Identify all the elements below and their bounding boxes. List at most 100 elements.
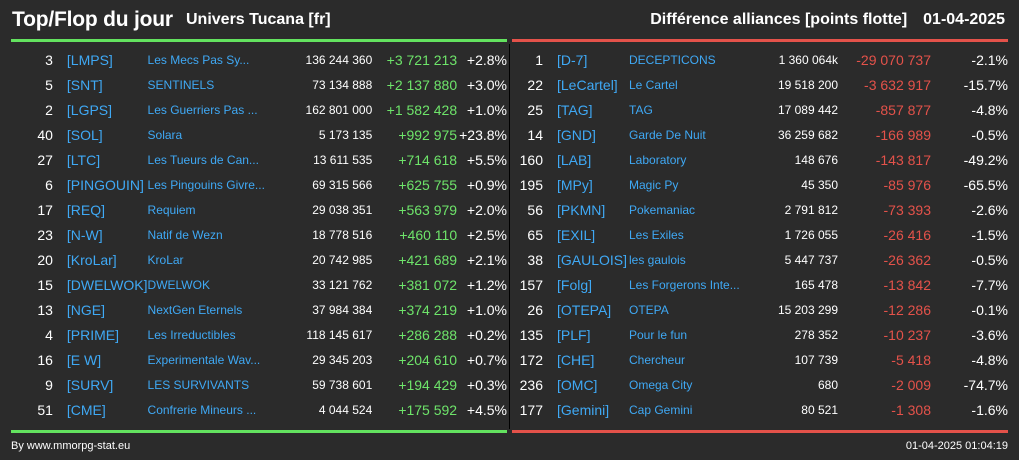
alliance-tag-link[interactable]: [PKMN] xyxy=(557,201,606,218)
alliance-rank: 172 xyxy=(519,351,543,368)
alliance-tag-link[interactable]: [PLF] xyxy=(557,326,591,343)
alliance-name-link[interactable]: DWELWOK xyxy=(147,277,210,292)
alliance-name-link[interactable]: Experimentale Wav... xyxy=(147,352,261,367)
flop-header-bar xyxy=(512,39,1008,42)
alliance-tag-link[interactable]: [LTC] xyxy=(66,151,101,168)
top-footer-bar xyxy=(11,430,507,433)
alliance-points: 15 203 299 xyxy=(777,302,838,317)
alliance-name-link[interactable]: Les Forgerons Inte... xyxy=(629,277,740,292)
alliance-name-link[interactable]: LES SURVIVANTS xyxy=(147,377,250,392)
alliance-name-link[interactable]: TAG xyxy=(629,102,653,117)
alliance-rank: 16 xyxy=(37,351,53,368)
alliance-tag-link[interactable]: [KroLar] xyxy=(66,251,117,268)
alliance-tag-link[interactable]: [OTEPA] xyxy=(557,301,612,318)
alliance-name-link[interactable]: Magic Py xyxy=(629,177,679,192)
points-difference: +374 219 xyxy=(398,301,458,318)
alliance-tag-link[interactable]: [PRIME] xyxy=(66,326,120,343)
alliance-tag-link[interactable]: [CME] xyxy=(66,401,106,418)
alliance-name-link[interactable]: Pour le fun xyxy=(629,327,688,342)
alliance-points: 19 518 200 xyxy=(777,77,838,92)
alliance-name-link[interactable]: les gaulois xyxy=(629,252,686,267)
percent-change: +0.9% xyxy=(466,176,507,193)
alliance-rank: 9 xyxy=(45,376,53,393)
top-row: 9 [SURV] LES SURVIVANTS 59 738 601 +194 429 +… xyxy=(11,372,507,397)
flop-row: 14 [GND] Garde De Nuit 36 259 682 -166 989 -0… xyxy=(512,122,1008,147)
alliance-name-link[interactable]: NextGen Eternels xyxy=(147,302,243,317)
alliance-rank: 157 xyxy=(519,276,543,293)
alliance-tag-link[interactable]: [SURV] xyxy=(66,376,114,393)
alliance-tag-link[interactable]: [EXIL] xyxy=(557,226,596,243)
points-difference: -5 418 xyxy=(891,351,931,368)
flop-row: 65 [EXIL] Les Exiles 1 726 055 -26 416 -1.5% xyxy=(512,222,1008,247)
alliance-points: 680 xyxy=(817,377,838,392)
alliance-tag-link[interactable]: [LGPS] xyxy=(66,101,113,118)
alliance-rank: 177 xyxy=(519,401,543,418)
alliance-name-link[interactable]: Les Exiles xyxy=(629,227,684,242)
percent-change: +0.3% xyxy=(466,376,507,393)
points-difference: +204 610 xyxy=(398,351,458,368)
percent-change: -15.7% xyxy=(963,76,1008,93)
alliance-name-link[interactable]: Les Mecs Pas Sy... xyxy=(147,52,250,67)
alliance-tag-link[interactable]: [DWELWOK] xyxy=(66,276,148,293)
alliance-tag-link[interactable]: [N-W] xyxy=(66,226,103,243)
alliance-name-link[interactable]: KroLar xyxy=(147,252,184,267)
alliance-points: 1 360 064k xyxy=(778,52,838,67)
alliance-tag-link[interactable]: [Gemini] xyxy=(557,401,610,418)
header: Top/Flop du jour Univers Tucana [fr] Dif… xyxy=(0,0,1019,40)
alliance-name-link[interactable]: Pokemaniac xyxy=(629,202,696,217)
alliance-name-link[interactable]: Omega City xyxy=(629,377,693,392)
alliance-tag-link[interactable]: [GAULOIS] xyxy=(557,251,628,268)
flop-row: 160 [LAB] Laboratory 148 676 -143 817 -49.2% xyxy=(512,147,1008,172)
alliance-name-link[interactable]: Le Cartel xyxy=(629,77,678,92)
top-row: 20 [KroLar] KroLar 20 742 985 +421 689 +2.1% xyxy=(11,247,507,272)
flop-row: 25 [TAG] TAG 17 089 442 -857 877 -4.8% xyxy=(512,97,1008,122)
alliance-points: 73 134 888 xyxy=(312,77,373,92)
percent-change: -1.6% xyxy=(971,401,1008,418)
alliance-tag-link[interactable]: [TAG] xyxy=(557,101,593,118)
points-difference: -29 070 737 xyxy=(856,51,931,68)
alliance-name-link[interactable]: Garde De Nuit xyxy=(629,127,706,142)
alliance-tag-link[interactable]: [OMC] xyxy=(557,376,598,393)
alliance-tag-link[interactable]: [LMPS] xyxy=(66,51,113,68)
alliance-name-link[interactable]: Requiem xyxy=(147,202,196,217)
alliance-tag-link[interactable]: [PINGOUIN] xyxy=(66,176,144,193)
alliance-tag-link[interactable]: [E W] xyxy=(66,351,102,368)
alliance-tag-link[interactable]: [Folg] xyxy=(557,276,593,293)
points-difference: -857 877 xyxy=(875,101,931,118)
alliance-tag-link[interactable]: [NGE] xyxy=(66,301,106,318)
top-losers-table: 1 [D-7] DECEPTICONS 1 360 064k -29 070 737 -2… xyxy=(512,47,1008,422)
alliance-tag-link[interactable]: [MPy] xyxy=(557,176,593,193)
alliance-points: 162 801 000 xyxy=(305,102,373,117)
alliance-name-link[interactable]: Chercheur xyxy=(629,352,686,367)
alliance-name-link[interactable]: OTEPA xyxy=(629,302,669,317)
alliance-name-link[interactable]: Les Guerriers Pas ... xyxy=(147,102,258,117)
alliance-name-link[interactable]: Laboratory xyxy=(629,152,687,167)
alliance-name-link[interactable]: Les Irreductibles xyxy=(147,327,236,342)
alliance-name-link[interactable]: Les Pingouins Givre... xyxy=(147,177,265,192)
alliance-name-link[interactable]: Cap Gemini xyxy=(629,402,693,417)
alliance-points: 17 089 442 xyxy=(777,102,838,117)
points-difference: -10 237 xyxy=(883,326,931,343)
alliance-name-link[interactable]: DECEPTICONS xyxy=(629,52,716,67)
alliance-tag-link[interactable]: [LeCartel] xyxy=(557,76,618,93)
alliance-tag-link[interactable]: [LAB] xyxy=(557,151,592,168)
percent-change: -0.1% xyxy=(971,301,1008,318)
alliance-tag-link[interactable]: [SNT] xyxy=(66,76,103,93)
points-difference: -85 976 xyxy=(883,176,931,193)
alliance-name-link[interactable]: Les Tueurs de Can... xyxy=(147,152,259,167)
alliance-name-link[interactable]: Solara xyxy=(147,127,183,142)
alliance-tag-link[interactable]: [GND] xyxy=(557,126,596,143)
points-difference: -13 842 xyxy=(883,276,931,293)
alliance-points: 36 259 682 xyxy=(777,127,838,142)
alliance-name-link[interactable]: Natif de Wezn xyxy=(147,227,223,242)
points-difference: +2 137 880 xyxy=(386,76,458,93)
alliance-tag-link[interactable]: [REQ] xyxy=(66,201,106,218)
alliance-name-link[interactable]: SENTINELS xyxy=(147,77,215,92)
metric-heading: Différence alliances [points flotte] 01-0… xyxy=(650,11,1005,29)
alliance-tag-link[interactable]: [D-7] xyxy=(557,51,588,68)
alliance-tag-link[interactable]: [SOL] xyxy=(66,126,103,143)
alliance-tag-link[interactable]: [CHE] xyxy=(557,351,595,368)
points-difference: +460 110 xyxy=(399,226,458,243)
alliance-name-link[interactable]: Confrerie Mineurs ... xyxy=(147,402,257,417)
alliance-rank: 51 xyxy=(37,401,53,418)
